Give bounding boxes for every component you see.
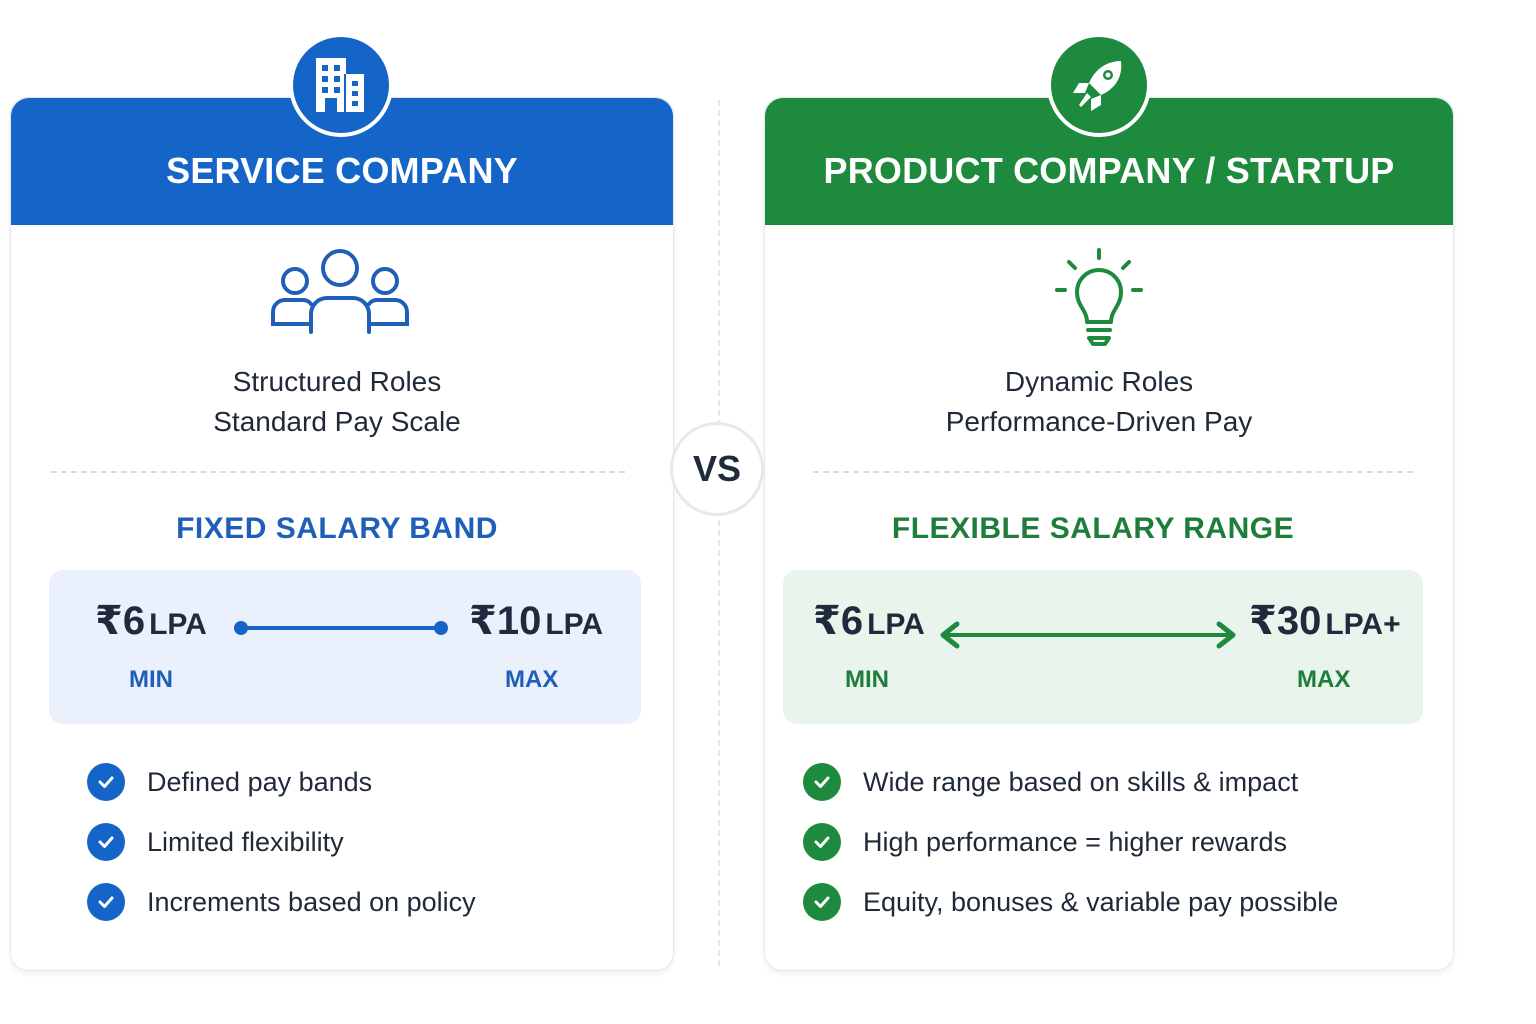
section-divider [51, 471, 625, 473]
list-item: Equity, bonuses & variable pay possible [803, 882, 1338, 922]
min-label: MIN [845, 666, 889, 693]
feature-text: High performance = higher rewards [863, 826, 1287, 857]
band-title: FIXED SALARY BAND [176, 512, 498, 545]
min-amount: ₹6 [813, 599, 864, 643]
feature-text: Equity, bonuses & variable pay possible [863, 886, 1339, 917]
check-icon [87, 763, 125, 801]
check-icon [803, 883, 841, 921]
min-unit: LPA [149, 608, 207, 641]
header-badge [1047, 33, 1151, 137]
max-unit: LPA+ [1325, 608, 1401, 641]
list-item: High performance = higher rewards [803, 822, 1287, 862]
min-unit: LPA [867, 608, 925, 641]
role-line: Dynamic Roles [1004, 366, 1194, 397]
lightbulb-icon [1055, 248, 1143, 346]
max-amount: ₹10 [469, 599, 542, 643]
product-company-card: PRODUCT COMPANY / STARTUP Dynamic Roles … [764, 33, 1454, 971]
double-arrow-icon [940, 621, 1236, 649]
check-icon [87, 823, 125, 861]
card-header: PRODUCT COMPANY / STARTUP [765, 33, 1453, 225]
rocket-icon [1073, 61, 1122, 111]
max-unit: LPA [545, 608, 604, 641]
feature-text: Limited flexibility [147, 826, 344, 857]
list-item: Limited flexibility [87, 822, 344, 862]
feature-text: Increments based on policy [147, 886, 476, 917]
salary-range-box: ₹6 LPA ₹30 LPA+ MIN MAX [783, 570, 1423, 724]
role-line: Performance-Driven Pay [945, 406, 1253, 437]
check-icon [803, 823, 841, 861]
vs-badge: VS [670, 422, 764, 516]
salary-range-box: ₹6 LPA ₹10 LPA MIN MAX [49, 570, 641, 724]
building-icon [316, 58, 364, 112]
max-label: MAX [505, 666, 559, 693]
min-label: MIN [129, 666, 173, 693]
feature-text: Defined pay bands [147, 766, 373, 797]
section-divider [813, 471, 1413, 473]
feature-text: Wide range based on skills & impact [863, 766, 1299, 797]
min-salary: ₹6 LPA [95, 598, 207, 644]
max-salary: ₹10 LPA [469, 598, 603, 644]
check-icon [803, 763, 841, 801]
role-description: Dynamic Roles Performance-Driven Pay [765, 362, 1433, 442]
card-header: SERVICE COMPANY [11, 33, 673, 225]
min-amount: ₹6 [95, 599, 146, 643]
max-amount: ₹30 [1249, 599, 1322, 643]
range-line-icon [234, 621, 448, 635]
min-salary: ₹6 LPA [813, 598, 925, 644]
band-title: FLEXIBLE SALARY RANGE [891, 512, 1295, 545]
role-line: Standard Pay Scale [213, 406, 461, 437]
card-title: PRODUCT COMPANY / STARTUP [823, 150, 1395, 191]
service-company-card: SERVICE COMPANY Structured Roles Standar… [10, 33, 674, 971]
center-divider [718, 100, 720, 966]
check-icon [87, 883, 125, 921]
header-badge [289, 33, 393, 137]
list-item: Defined pay bands [87, 762, 372, 802]
team-icon [271, 249, 409, 334]
role-line: Structured Roles [232, 366, 442, 397]
role-description: Structured Roles Standard Pay Scale [11, 362, 663, 442]
list-item: Increments based on policy [87, 882, 476, 922]
max-label: MAX [1297, 666, 1351, 693]
max-salary: ₹30 LPA+ [1249, 598, 1401, 644]
list-item: Wide range based on skills & impact [803, 762, 1298, 802]
card-title: SERVICE COMPANY [166, 150, 518, 191]
